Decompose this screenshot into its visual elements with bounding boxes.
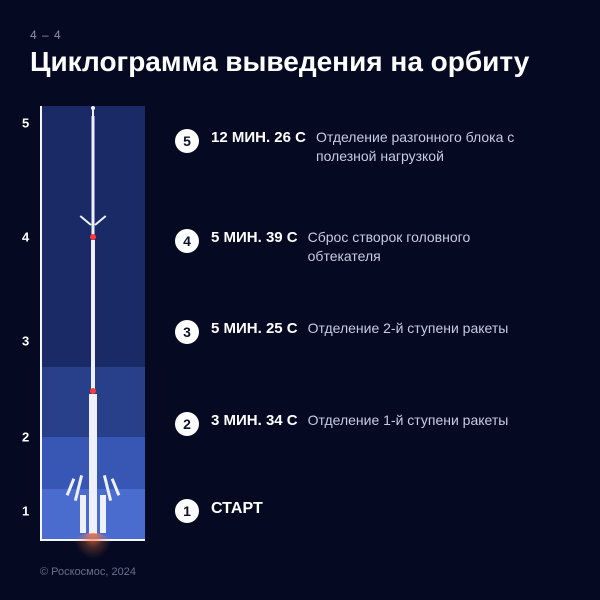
booster bbox=[100, 495, 106, 533]
y-axis-label: 3 bbox=[22, 333, 29, 348]
page-indicator: 4 – 4 bbox=[30, 28, 62, 42]
y-axis-label: 5 bbox=[22, 116, 29, 131]
event-number-badge: 3 bbox=[175, 320, 199, 344]
event-time: 3 МИН. 34 С bbox=[211, 411, 298, 431]
event-item: 4 5 МИН. 39 С Сброс створок головного обте… bbox=[175, 228, 538, 266]
event-time: 12 МИН. 26 С bbox=[211, 128, 306, 148]
y-axis-label: 2 bbox=[22, 429, 29, 444]
page-title: Циклограмма выведения на орбиту bbox=[30, 46, 529, 78]
event-time: 5 МИН. 25 С bbox=[211, 319, 298, 339]
event-time: 5 МИН. 39 С bbox=[211, 228, 298, 248]
event-number-badge: 4 bbox=[175, 229, 199, 253]
event-number-badge: 1 bbox=[175, 499, 199, 523]
event-time: СТАРТ bbox=[211, 498, 263, 520]
rocket-mid bbox=[91, 240, 95, 390]
booster bbox=[80, 495, 86, 533]
y-axis-label: 1 bbox=[22, 503, 29, 518]
event-number-badge: 2 bbox=[175, 412, 199, 436]
rocket-lower bbox=[89, 394, 97, 534]
event-item: 5 12 МИН. 26 С Отделение разгонного блока … bbox=[175, 128, 546, 166]
event-description: Отделение разгонного блока с полезной на… bbox=[316, 128, 546, 166]
event-list: 5 12 МИН. 26 С Отделение разгонного блока … bbox=[175, 106, 575, 541]
event-description: Отделение 1-й ступени ракеты bbox=[308, 411, 509, 430]
event-item: 2 3 МИН. 34 С Отделение 1-й ступени ракеты bbox=[175, 411, 508, 436]
engine-flame bbox=[73, 533, 113, 559]
event-number-badge: 5 bbox=[175, 129, 199, 153]
y-axis-label: 4 bbox=[22, 229, 29, 244]
event-description: Отделение 2-й ступени ракеты bbox=[308, 319, 509, 338]
launch-chart: 54321 bbox=[40, 106, 145, 541]
payload-dot bbox=[91, 106, 95, 110]
credit-line: © Роскосмос, 2024 bbox=[40, 566, 136, 578]
y-axis bbox=[40, 106, 42, 541]
event-description: Сброс створок головного обтекателя bbox=[308, 228, 538, 266]
rocket-upper bbox=[91, 116, 94, 236]
event-item: 3 5 МИН. 25 С Отделение 2-й ступени ракеты bbox=[175, 319, 508, 344]
event-item: 1 СТАРТ bbox=[175, 498, 273, 523]
